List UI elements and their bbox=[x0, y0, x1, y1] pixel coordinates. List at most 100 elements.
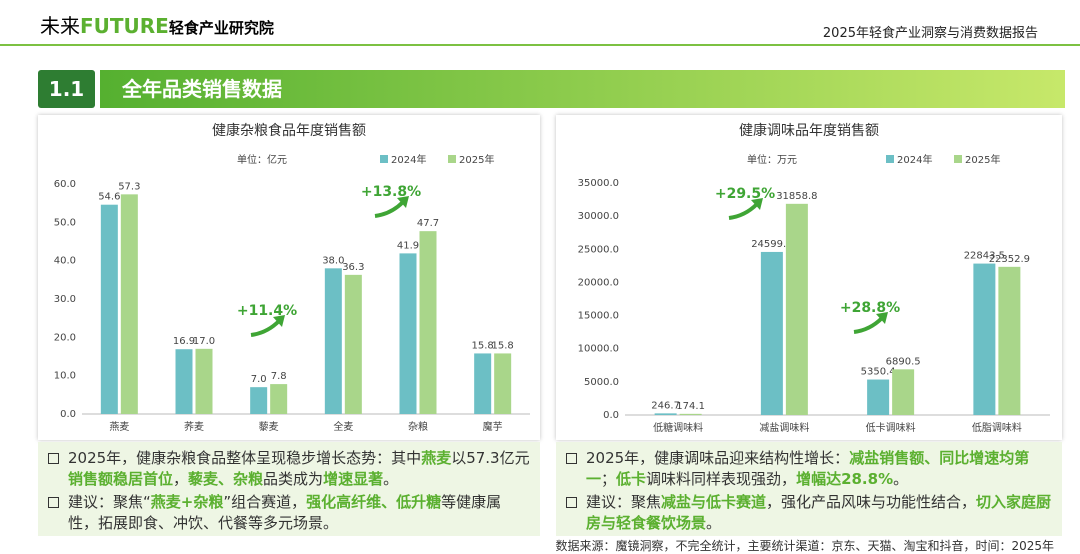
value-label: 17.0 bbox=[193, 336, 215, 347]
note: 2025年，健康杂粮食品整体呈现稳步增长态势：其中燕麦以57.3亿元销售额稳居首… bbox=[48, 448, 530, 490]
annotation: +13.8% bbox=[361, 184, 421, 200]
y-tick-label: 25000.0 bbox=[578, 244, 619, 255]
annotation-arrow bbox=[374, 200, 405, 218]
value-label: 54.6 bbox=[98, 192, 120, 203]
value-label: 174.1 bbox=[676, 401, 705, 412]
note-text: ”组合赛道， bbox=[223, 493, 307, 511]
bar bbox=[195, 348, 213, 414]
y-tick-label: 35000.0 bbox=[578, 178, 619, 189]
source: 数据来源：魔镜洞察，不完全统计，主要统计渠道：京东、天猫、淘宝和抖音，时间：20… bbox=[555, 539, 1054, 553]
x-tick-label: 藜麦 bbox=[259, 420, 279, 433]
logo: 未来FUTURE轻食产业研究院 bbox=[40, 10, 274, 39]
value-label: 31858.8 bbox=[776, 191, 817, 202]
logo-a: 未来 bbox=[40, 14, 80, 38]
bar bbox=[973, 263, 996, 415]
legend-label: 2025年 bbox=[459, 153, 494, 166]
bar bbox=[100, 204, 118, 414]
x-tick-label: 杂粮 bbox=[408, 420, 428, 433]
value-label: 246.7 bbox=[651, 400, 680, 411]
y-tick-label: 0.0 bbox=[60, 409, 76, 420]
y-tick-label: 5000.0 bbox=[584, 377, 619, 388]
value-label: 15.8 bbox=[472, 340, 494, 351]
bar bbox=[344, 274, 362, 414]
note-text: 2025年，健康杂粮食品整体呈现稳步增长态势：其中 bbox=[68, 449, 422, 467]
value-label: 47.7 bbox=[417, 218, 439, 229]
bar bbox=[785, 203, 808, 415]
y-tick-label: 50.0 bbox=[54, 217, 76, 228]
x-tick-label: 低糖调味料 bbox=[653, 421, 703, 434]
value-label: 15.8 bbox=[492, 340, 514, 351]
highlight-text: 减盐与低卡赛道 bbox=[661, 493, 767, 511]
bar bbox=[892, 369, 915, 415]
x-tick-label: 全麦 bbox=[333, 420, 353, 433]
legend-swatch bbox=[954, 155, 962, 163]
highlight-text: 增幅达28.8% bbox=[796, 470, 894, 488]
bar bbox=[760, 251, 783, 415]
note-text: 品类成为 bbox=[263, 470, 324, 488]
note-text: 。 bbox=[383, 470, 399, 488]
chart-title: 健康调味品年度销售额 bbox=[739, 122, 879, 139]
section-title: 全年品类销售数据 bbox=[100, 70, 1065, 108]
note: 2025年，健康调味品迎来结构性增长：减盐销售额、同比增速均第一；低卡调味料同样… bbox=[566, 448, 1052, 490]
note-text: 建议：聚焦 bbox=[586, 493, 662, 511]
highlight-text: 增速显著 bbox=[323, 470, 384, 488]
x-tick-label: 低卡调味料 bbox=[866, 421, 916, 434]
note-text: ， bbox=[173, 470, 189, 488]
value-label: 57.3 bbox=[118, 181, 140, 192]
annotation-arrow bbox=[853, 316, 884, 334]
header-line bbox=[0, 44, 1080, 46]
bullet bbox=[566, 453, 577, 464]
bar bbox=[867, 379, 890, 415]
bar bbox=[494, 353, 512, 414]
x-tick-label: 低脂调味料 bbox=[972, 421, 1022, 434]
highlight-text: 强化高纤维、低升糖 bbox=[306, 493, 442, 511]
value-label: 24599.6 bbox=[751, 239, 792, 250]
annotation-arrowhead bbox=[273, 315, 285, 327]
y-tick-label: 20000.0 bbox=[578, 277, 619, 288]
chart-panel: 健康调味品年度销售额 单位：万元 2024年 2025年 0.0 5000.0 10000.… bbox=[556, 115, 1062, 440]
value-label: 36.3 bbox=[342, 262, 364, 273]
highlight-text: 藜麦、杂粮 bbox=[188, 470, 264, 488]
y-tick-label: 20.0 bbox=[54, 332, 76, 343]
bullet bbox=[48, 453, 59, 464]
y-tick-label: 10.0 bbox=[54, 371, 76, 382]
annotation-arrowhead bbox=[397, 196, 409, 208]
note-text: 以57.3亿元 bbox=[451, 449, 530, 467]
legend-label: 2024年 bbox=[391, 153, 426, 166]
note-text: 2025年，健康调味品迎来结构性增长： bbox=[586, 449, 850, 467]
value-label: 16.9 bbox=[173, 336, 195, 347]
bar bbox=[399, 253, 417, 414]
bar bbox=[419, 231, 437, 414]
note-text: ，强化产品风味与功能性结合， bbox=[766, 493, 977, 511]
value-label: 41.9 bbox=[397, 240, 419, 251]
bar bbox=[250, 387, 268, 414]
note: 建议：聚焦“燕麦+杂粮”组合赛道，强化高纤维、低升糖等健康属性，拓展即食、冲饮、… bbox=[48, 492, 530, 534]
unit-label: 单位：万元 bbox=[747, 153, 797, 166]
y-tick-label: 10000.0 bbox=[578, 344, 619, 355]
legend-swatch bbox=[886, 155, 894, 163]
value-label: 22843.5 bbox=[964, 251, 1005, 262]
annotation-arrow bbox=[250, 319, 281, 337]
value-label: 6890.5 bbox=[886, 356, 921, 367]
bar bbox=[474, 353, 492, 414]
note-text: 建议：聚焦“ bbox=[68, 493, 151, 511]
annotation: +11.4% bbox=[237, 303, 297, 319]
chart-title: 健康杂粮食品年度销售额 bbox=[212, 122, 366, 139]
annotation: +28.8% bbox=[840, 300, 900, 316]
legend-label: 2025年 bbox=[965, 153, 1000, 166]
value-label: 38.0 bbox=[322, 255, 344, 266]
value-label: 5350.4 bbox=[861, 367, 896, 378]
highlight-text: 燕麦 bbox=[421, 449, 452, 467]
bar bbox=[270, 384, 288, 414]
highlight-text: 切入家庭厨房与轻食餐饮场景 bbox=[586, 493, 1052, 532]
value-label: 7.8 bbox=[271, 371, 287, 382]
highlight-text: 减盐销售额、同比增速均第一 bbox=[586, 449, 1030, 488]
unit-label: 单位：亿元 bbox=[237, 153, 287, 166]
legend-swatch bbox=[448, 155, 456, 163]
x-tick-label: 减盐调味料 bbox=[759, 421, 809, 434]
bar bbox=[654, 413, 677, 415]
bar bbox=[324, 268, 342, 414]
logo-c: 轻食产业研究院 bbox=[168, 19, 274, 37]
